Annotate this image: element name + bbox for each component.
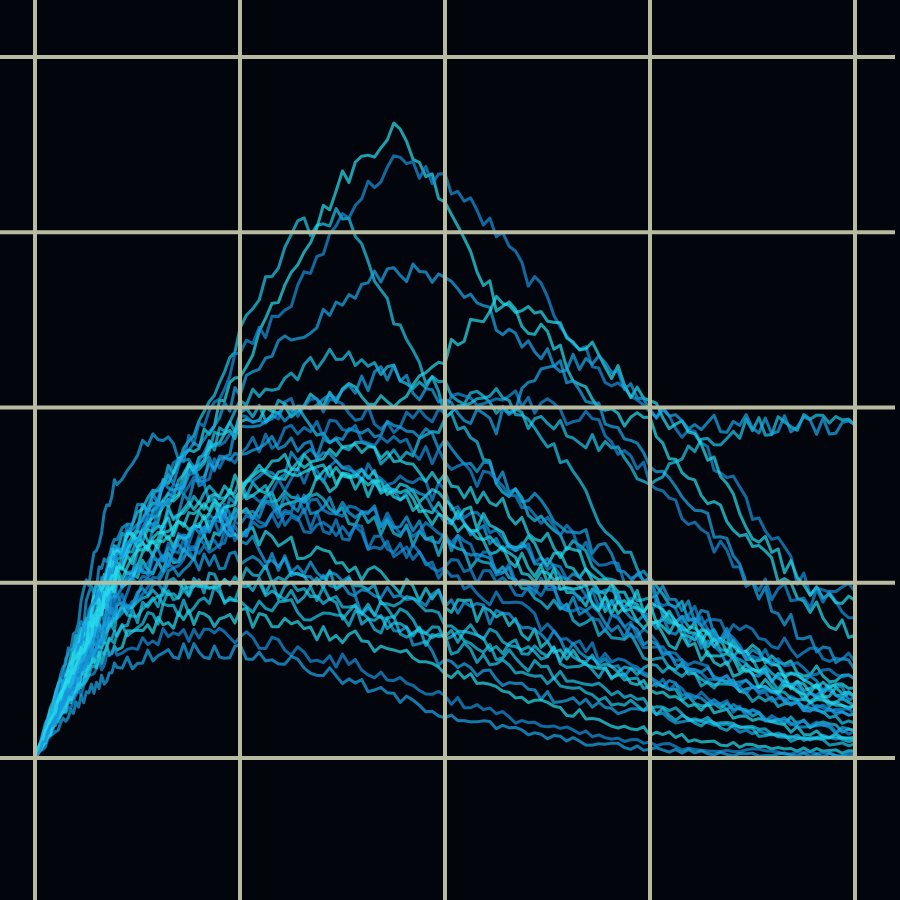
series-lines [33, 121, 857, 760]
series-line-21 [33, 642, 857, 760]
series-line-27 [33, 442, 857, 760]
series-line-29 [33, 435, 857, 760]
series-line-24 [33, 418, 857, 760]
series-line-31 [33, 460, 857, 760]
series-line-15 [33, 514, 857, 760]
series-line-20 [33, 626, 857, 760]
series-line-32 [33, 493, 857, 760]
series-line-26 [33, 564, 857, 760]
series-line-28 [33, 511, 857, 760]
series-line-30 [33, 580, 857, 760]
